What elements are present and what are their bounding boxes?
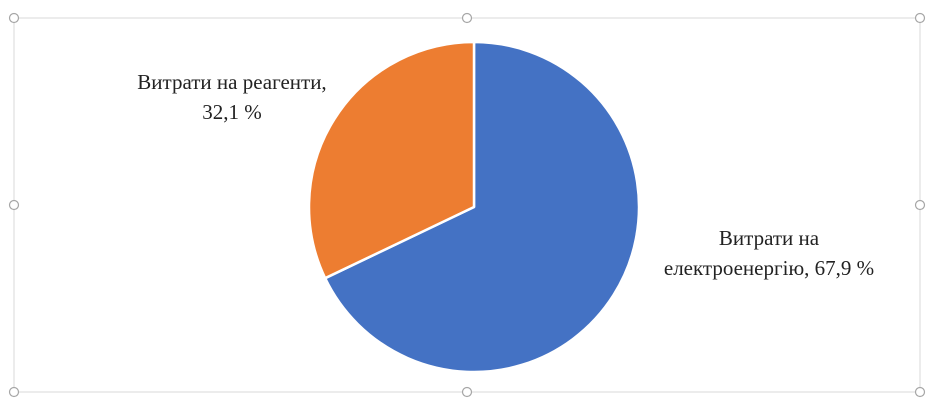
- resize-handle-8[interactable]: [914, 386, 926, 398]
- resize-handle-5[interactable]: [914, 199, 926, 211]
- resize-handle-6[interactable]: [8, 386, 20, 398]
- resize-handle-2[interactable]: [461, 12, 473, 24]
- slice-label-2-line-1: Витрати на реагенти,: [137, 70, 326, 94]
- pie-slice-1[interactable]: [323, 40, 641, 374]
- selection-handles: [8, 12, 926, 398]
- resize-handle-4[interactable]: [8, 199, 20, 211]
- slice-labels: Витрати на електроенергію, 67,9 %Витрати …: [137, 70, 874, 280]
- slice-label-2-line-2: 32,1 %: [202, 100, 262, 124]
- slice-label-1-line-2: електроенергію, 67,9 %: [664, 256, 874, 280]
- resize-handle-7[interactable]: [461, 386, 473, 398]
- resize-handle-1[interactable]: [8, 12, 20, 24]
- pie-slice-2[interactable]: [307, 40, 476, 280]
- pie-slices: [307, 40, 641, 374]
- slice-label-1: Витрати на електроенергію, 67,9 %: [664, 226, 874, 280]
- resize-handle-3[interactable]: [914, 12, 926, 24]
- slice-label-1-line-1: Витрати на: [719, 226, 820, 250]
- slice-label-2: Витрати на реагенти, 32,1 %: [137, 70, 326, 124]
